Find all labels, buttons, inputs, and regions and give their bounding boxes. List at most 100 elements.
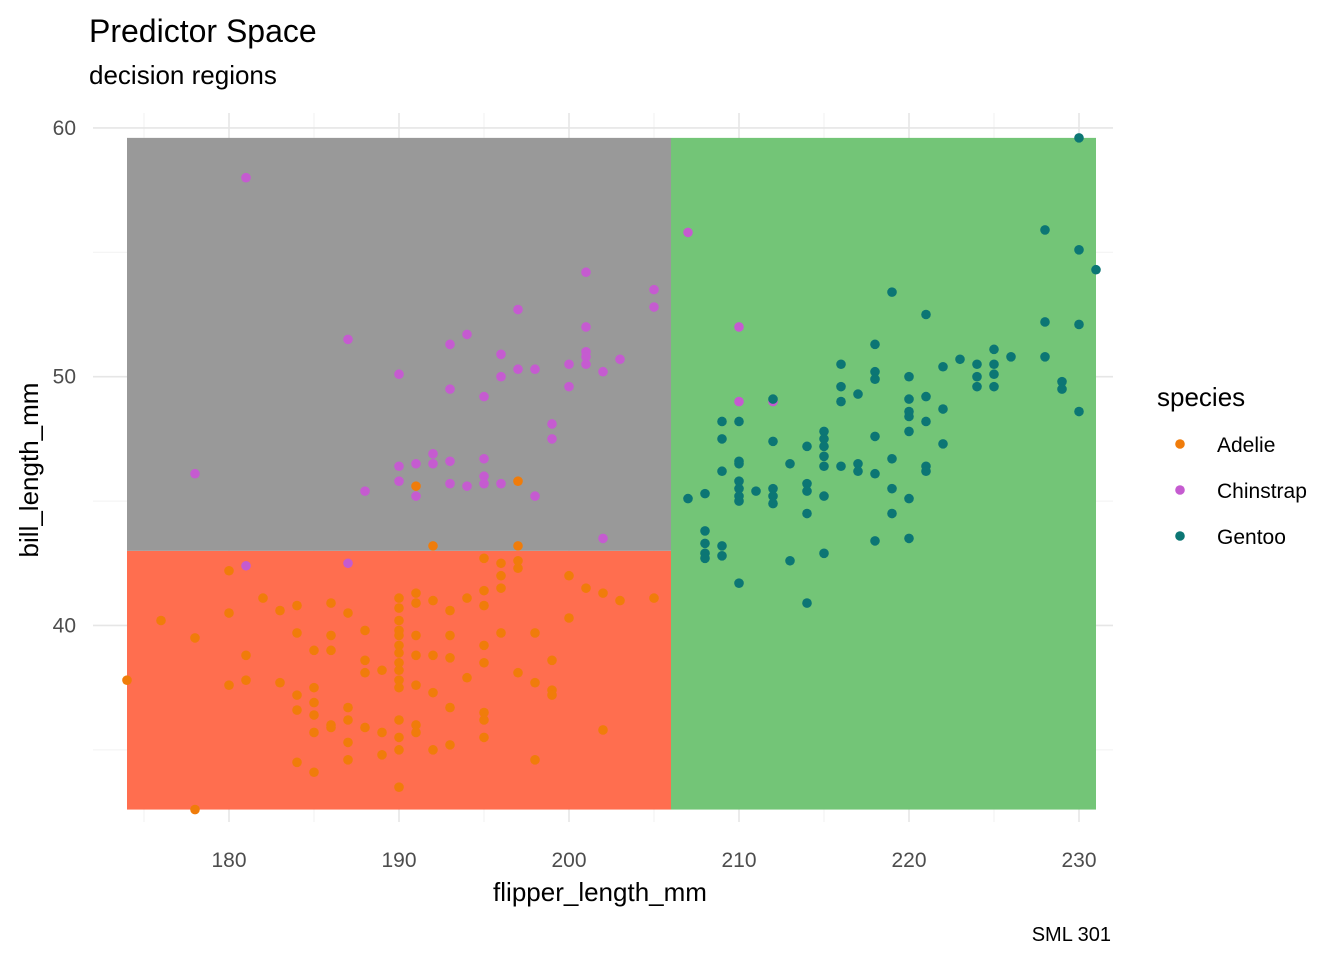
data-point (445, 339, 455, 350)
x-tick-label: 180 (211, 849, 246, 872)
data-point (462, 329, 472, 340)
data-point (513, 563, 523, 574)
data-point (887, 453, 897, 464)
y-tick-label: 50 (53, 366, 76, 389)
legend-swatch (1175, 531, 1185, 541)
data-point (768, 394, 778, 404)
data-point (343, 334, 353, 345)
data-point (819, 451, 829, 462)
data-point (394, 476, 404, 486)
data-point (904, 533, 914, 544)
data-point (734, 396, 744, 407)
y-tick-label: 60 (53, 117, 76, 140)
series-adelie (122, 476, 659, 815)
data-point (360, 486, 370, 496)
data-point (445, 478, 455, 489)
data-point (513, 555, 523, 566)
x-tick-label: 210 (721, 849, 756, 872)
x-tick-label: 220 (891, 849, 926, 872)
data-point (428, 650, 438, 661)
data-point (972, 359, 982, 370)
data-point (989, 344, 999, 355)
data-point (122, 675, 132, 685)
data-point (1057, 376, 1067, 387)
data-point (989, 381, 999, 392)
data-point (326, 630, 336, 641)
legend-item-adelie: Adelie (1175, 434, 1275, 457)
data-point (768, 483, 778, 494)
data-point (343, 715, 353, 725)
data-point (496, 349, 506, 360)
data-point (445, 630, 455, 641)
data-point (411, 598, 421, 608)
data-point (224, 680, 234, 690)
x-tick-label: 230 (1061, 849, 1096, 872)
chart-subtitle: decision regions (89, 60, 277, 90)
data-point (989, 359, 999, 370)
data-point (479, 453, 489, 464)
data-point (496, 570, 506, 581)
data-point (292, 690, 302, 700)
data-point (428, 687, 438, 698)
data-point (394, 648, 404, 658)
data-point (1040, 225, 1050, 235)
data-point (394, 682, 404, 693)
data-point (479, 640, 489, 651)
data-point (309, 710, 319, 720)
data-point (938, 361, 948, 372)
data-point (479, 391, 489, 402)
data-point (428, 595, 438, 606)
data-point (428, 458, 438, 469)
data-point (836, 381, 846, 392)
data-point (241, 560, 251, 571)
data-point (785, 555, 795, 566)
data-point (377, 727, 387, 738)
data-point (343, 558, 353, 569)
data-point (683, 493, 693, 504)
data-point (411, 630, 421, 641)
data-point (479, 657, 489, 668)
data-point (768, 436, 778, 447)
data-point (292, 757, 302, 768)
data-point (564, 613, 574, 623)
data-point (972, 381, 982, 392)
data-point (241, 172, 251, 183)
data-point (326, 722, 336, 733)
data-point (326, 645, 336, 656)
data-point (326, 598, 336, 608)
data-point (479, 478, 489, 489)
x-axis-title: flipper_length_mm (493, 877, 707, 907)
data-point (734, 458, 744, 469)
data-point (445, 740, 455, 750)
decision-region (671, 137, 1096, 810)
data-point (394, 782, 404, 792)
data-point (479, 585, 489, 596)
data-point (445, 702, 455, 713)
data-point (241, 650, 251, 661)
data-point (836, 396, 846, 407)
data-point (768, 491, 778, 501)
data-point (938, 439, 948, 449)
data-point (394, 603, 404, 613)
data-point (411, 588, 421, 598)
data-point (819, 434, 829, 444)
data-point (734, 476, 744, 486)
data-point (734, 322, 744, 332)
data-point (938, 404, 948, 414)
legend-title: species (1157, 382, 1245, 412)
data-point (853, 389, 863, 399)
data-point (394, 593, 404, 603)
data-point (530, 628, 540, 638)
data-point (411, 458, 421, 469)
data-point (190, 633, 200, 643)
data-point (870, 468, 880, 479)
data-point (564, 570, 574, 581)
data-point (904, 493, 914, 504)
data-point (513, 304, 523, 315)
data-point (309, 697, 319, 708)
data-point (564, 381, 574, 392)
data-point (411, 650, 421, 661)
data-point (615, 354, 625, 365)
data-point (309, 767, 319, 778)
data-point (309, 645, 319, 656)
